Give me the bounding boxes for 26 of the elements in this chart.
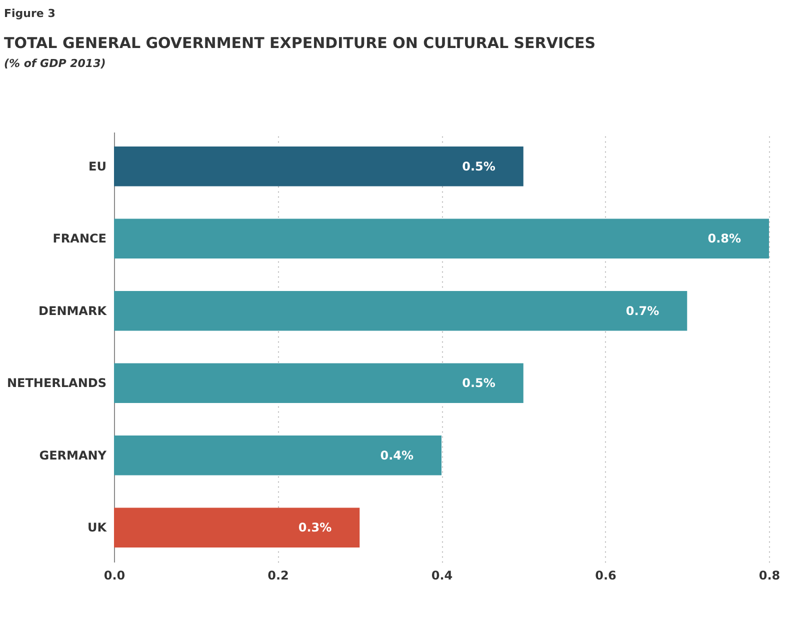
x-tick-label: 0.0 xyxy=(104,568,126,582)
caption: Figure 3 xyxy=(4,7,56,20)
data-label: 0.8% xyxy=(708,232,741,246)
bar xyxy=(114,146,524,186)
data-label: 0.3% xyxy=(298,520,332,535)
data-label: 0.4% xyxy=(380,448,414,462)
y-tick-label: NETHERLANDS xyxy=(7,376,106,390)
bar xyxy=(114,508,360,548)
y-tick-label: FRANCE xyxy=(52,232,106,246)
y-tick-label: GERMANY xyxy=(39,448,107,462)
x-tick-label: 0.4 xyxy=(431,568,453,582)
x-tick-label: 0.8 xyxy=(758,568,780,582)
y-tick-label: UK xyxy=(87,520,108,535)
x-tick-label: 0.6 xyxy=(595,568,616,582)
bar xyxy=(114,218,769,258)
data-label: 0.7% xyxy=(626,304,660,318)
x-tick-label: 0.2 xyxy=(268,568,289,582)
bar xyxy=(114,290,688,331)
bar xyxy=(114,436,442,476)
y-tick-label: EU xyxy=(88,159,106,174)
bar xyxy=(114,363,524,404)
chart-title: TOTAL GENERAL GOVERNMENT EXPENDITURE ON CULTURAL SERVICES xyxy=(4,34,596,52)
data-label: 0.5% xyxy=(462,159,496,174)
chart-subtitle: (% of GDP 2013) xyxy=(4,57,106,70)
y-tick-label: DENMARK xyxy=(38,304,108,318)
data-label: 0.5% xyxy=(462,376,496,390)
